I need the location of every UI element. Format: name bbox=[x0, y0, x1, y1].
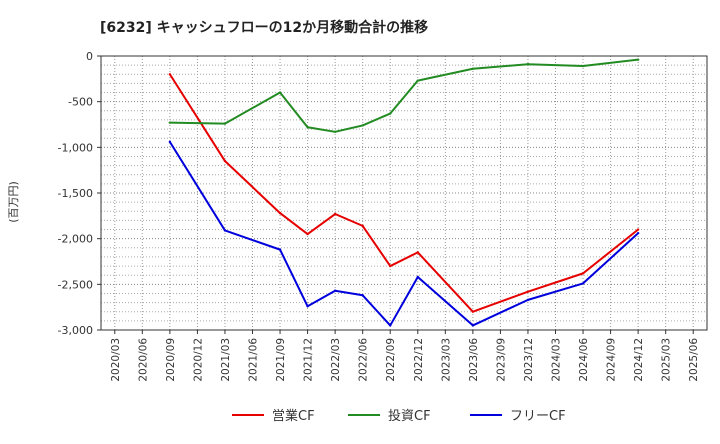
x-tick-label: 2023/09 bbox=[495, 338, 507, 382]
data-point bbox=[416, 251, 419, 254]
x-tick-label: 2023/12 bbox=[523, 338, 535, 382]
data-point bbox=[361, 294, 364, 297]
x-tick-label: 2022/09 bbox=[385, 338, 397, 382]
x-tick-label: 2024/09 bbox=[606, 338, 618, 382]
x-tick-label: 2023/06 bbox=[468, 338, 480, 382]
data-point bbox=[526, 298, 530, 302]
series-line bbox=[169, 141, 639, 327]
x-tick-label: 2022/03 bbox=[330, 338, 342, 382]
data-point bbox=[416, 275, 419, 279]
data-point bbox=[278, 211, 282, 215]
x-tick-label: 2025/03 bbox=[661, 338, 673, 382]
data-point bbox=[361, 124, 364, 127]
y-tick-label: -1,000 bbox=[58, 141, 93, 154]
x-tick-label: 2020/03 bbox=[110, 338, 122, 382]
data-point bbox=[306, 232, 309, 236]
data-point bbox=[471, 324, 475, 327]
data-point bbox=[223, 122, 227, 125]
x-tick-label: 2022/12 bbox=[413, 338, 425, 382]
data-point bbox=[306, 305, 309, 308]
y-tick-label: -1,500 bbox=[58, 187, 93, 200]
y-tick-label: -2,500 bbox=[58, 278, 93, 291]
data-point bbox=[168, 140, 172, 144]
data-point bbox=[416, 79, 419, 82]
series-line bbox=[169, 73, 639, 313]
y-axis: 0 -500 -1,000 -1,500 -2,000 -2,500 -3,000 bbox=[58, 50, 101, 337]
x-tick-label: 2024/06 bbox=[578, 338, 590, 382]
data-point bbox=[471, 67, 475, 70]
y-tick-label: 0 bbox=[86, 50, 93, 63]
data-point bbox=[278, 248, 282, 251]
x-tick-label: 2020/06 bbox=[137, 338, 149, 382]
x-tick-label: 2024/03 bbox=[551, 338, 563, 382]
y-tick-label: -500 bbox=[68, 96, 93, 109]
x-axis: 2020/03 2020/06 2020/09 2020/12 2021/03 2021/… bbox=[110, 330, 700, 382]
data-point bbox=[471, 310, 475, 313]
x-tick-label: 2021/09 bbox=[275, 338, 287, 382]
data-point bbox=[168, 73, 172, 76]
data-point bbox=[361, 224, 364, 228]
series-line bbox=[169, 58, 639, 133]
data-point bbox=[223, 159, 227, 163]
data-point bbox=[526, 63, 530, 66]
data-point bbox=[636, 228, 640, 231]
data-point bbox=[333, 130, 337, 134]
y-tick-label: -3,000 bbox=[58, 324, 93, 337]
data-point bbox=[333, 212, 337, 216]
y-tick-label: -2,000 bbox=[58, 233, 93, 246]
x-tick-label: 2024/12 bbox=[633, 338, 645, 382]
data-point bbox=[278, 91, 282, 94]
data-point bbox=[636, 58, 640, 61]
data-point bbox=[306, 126, 309, 129]
data-point bbox=[389, 264, 392, 268]
data-point bbox=[581, 64, 585, 68]
x-tick-label: 2021/06 bbox=[248, 338, 260, 382]
data-point bbox=[581, 282, 585, 285]
x-tick-label: 2021/03 bbox=[220, 338, 232, 382]
x-tick-label: 2020/09 bbox=[165, 338, 177, 382]
data-point bbox=[636, 231, 640, 235]
legend-label: フリーCF bbox=[510, 409, 566, 424]
x-tick-label: 2025/06 bbox=[688, 338, 700, 382]
legend-label: 投資CF bbox=[388, 408, 431, 424]
data-point bbox=[581, 272, 585, 275]
y-axis-label: (百万円) bbox=[7, 181, 20, 223]
x-tick-label: 2022/06 bbox=[358, 338, 370, 382]
x-tick-label: 2020/12 bbox=[192, 338, 204, 382]
data-point bbox=[389, 324, 392, 327]
x-tick-label: 2021/12 bbox=[303, 338, 315, 382]
data-point bbox=[223, 229, 227, 232]
chart-title: [6232] キャッシュフローの12か月移動合計の推移 bbox=[100, 19, 428, 36]
data-point bbox=[389, 112, 392, 115]
data-point bbox=[333, 289, 337, 292]
data-point bbox=[526, 290, 530, 293]
data-point bbox=[168, 121, 172, 124]
grid bbox=[101, 56, 707, 330]
series-lines bbox=[168, 58, 640, 327]
legend: 営業CF 投資CF フリーCF bbox=[232, 408, 566, 424]
x-tick-label: 2023/03 bbox=[440, 338, 452, 382]
legend-label: 営業CF bbox=[272, 408, 315, 424]
